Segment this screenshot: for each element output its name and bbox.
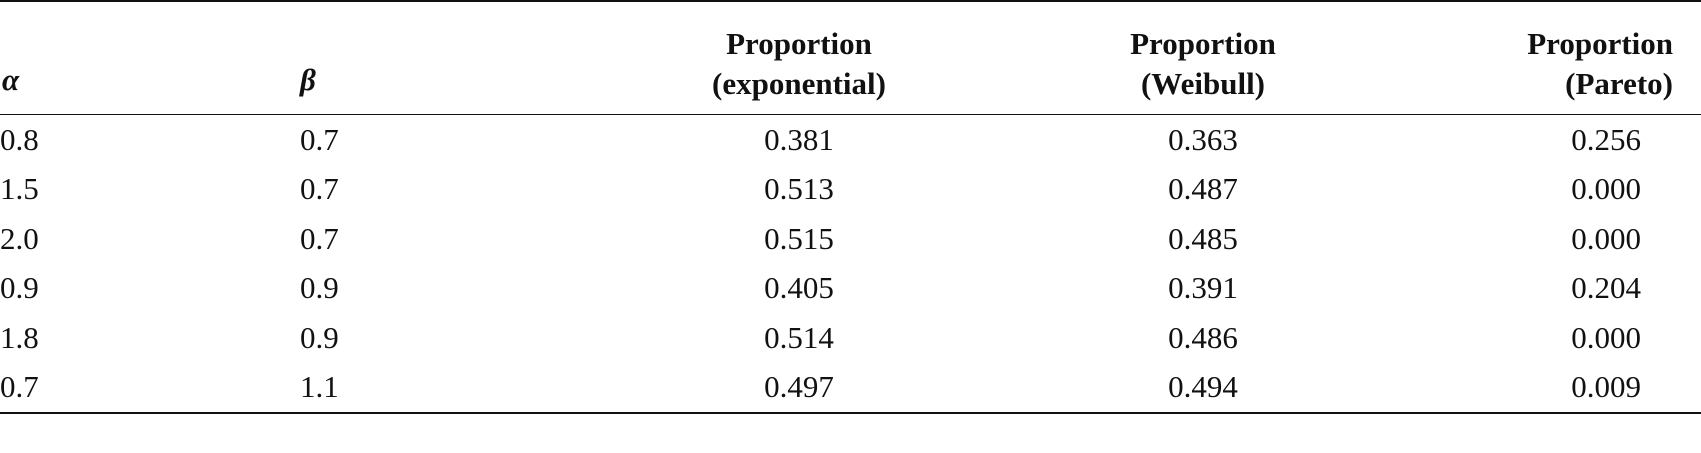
header-line-1: Proportion [726, 26, 872, 61]
cell-exponential: 0.381 [764, 121, 834, 157]
cell-weibull: 0.494 [998, 362, 1408, 414]
table-row: 0.9 0.9 0.405 0.391 0.204 [0, 264, 1701, 314]
cell-weibull: 0.363 [1168, 121, 1238, 157]
cell-weibull: 0.391 [1168, 270, 1238, 306]
header-proportion-pareto: Proportion (Pareto) [1408, 0, 1701, 115]
cell-beta: 0.9 [300, 319, 339, 355]
cell-pareto: 0.000 [1571, 220, 1641, 256]
table-row: 0.7 1.1 0.497 0.494 0.009 [0, 362, 1701, 414]
header-alpha-label: α [2, 62, 20, 97]
cell-alpha: 2.0 [0, 220, 39, 256]
cell-weibull: 0.486 [1168, 319, 1238, 355]
table-row: 0.8 0.7 0.381 0.363 0.256 [0, 115, 1701, 165]
cell-alpha: 1.5 [0, 171, 39, 207]
header-line-1: Proportion [1527, 26, 1673, 61]
header-line-2: (Pareto) [1565, 66, 1673, 101]
header-proportion-exponential: Proportion (exponential) [600, 0, 998, 115]
header-proportion-weibull: Proportion (Weibull) [998, 0, 1408, 115]
header-line-2: (Weibull) [1140, 66, 1265, 101]
cell-beta: 0.7 [300, 121, 339, 157]
table-body: 0.8 0.7 0.381 0.363 0.256 1.5 0.7 0.513 … [0, 115, 1701, 414]
cell-beta: 1.1 [300, 362, 600, 414]
table-row: 2.0 0.7 0.515 0.485 0.000 [0, 214, 1701, 264]
cell-exponential: 0.513 [764, 171, 834, 207]
cell-pareto: 0.009 [1408, 362, 1701, 414]
header-line-1: Proportion [1130, 26, 1276, 61]
cell-beta: 0.9 [300, 270, 339, 306]
cell-exponential: 0.515 [764, 220, 834, 256]
table-row: 1.8 0.9 0.514 0.486 0.000 [0, 313, 1701, 363]
table-row: 1.5 0.7 0.513 0.487 0.000 [0, 165, 1701, 215]
cell-weibull: 0.487 [1168, 171, 1238, 207]
cell-alpha: 0.8 [0, 121, 39, 157]
cell-weibull: 0.485 [1168, 220, 1238, 256]
header-beta-label: β [300, 62, 316, 97]
header-line-2: (exponential) [712, 66, 886, 101]
cell-pareto: 0.256 [1571, 121, 1641, 157]
cell-alpha: 0.9 [0, 270, 39, 306]
cell-beta: 0.7 [300, 171, 339, 207]
proportions-table: α β Proportion (exponential) Proportion … [0, 0, 1701, 414]
cell-beta: 0.7 [300, 220, 339, 256]
cell-pareto: 0.204 [1571, 270, 1641, 306]
cell-alpha: 0.7 [0, 362, 300, 414]
header-alpha: α [0, 0, 300, 115]
cell-pareto: 0.000 [1571, 171, 1641, 207]
cell-alpha: 1.8 [0, 319, 39, 355]
header-beta: β [300, 0, 600, 115]
cell-exponential: 0.497 [600, 362, 998, 414]
header-row: α β Proportion (exponential) Proportion … [0, 0, 1701, 115]
table-header: α β Proportion (exponential) Proportion … [0, 0, 1701, 115]
cell-exponential: 0.405 [764, 270, 834, 306]
cell-pareto: 0.000 [1571, 319, 1641, 355]
cell-exponential: 0.514 [764, 319, 834, 355]
